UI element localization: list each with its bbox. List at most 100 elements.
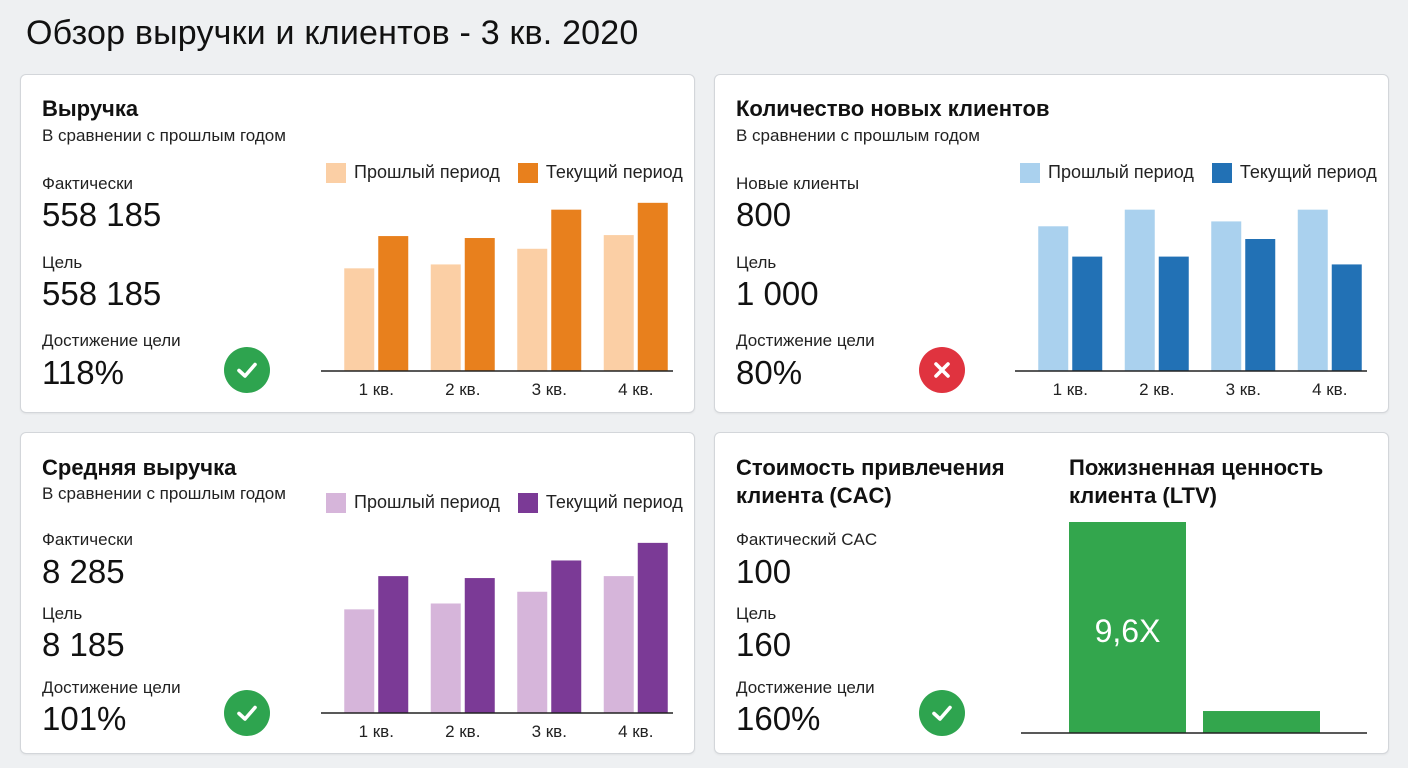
cac-achievement-label: Достижение цели <box>736 678 875 697</box>
bar-curr-4 <box>1331 264 1362 371</box>
revenue-actual-value: 558 185 <box>42 196 162 233</box>
x-tick-label: 4 кв. <box>1312 380 1347 399</box>
revenue-target-label: Цель <box>42 253 83 272</box>
new-clients-achievement-value: 80% <box>736 354 803 391</box>
ltv-data-label: 9,6X <box>1095 613 1161 649</box>
revenue-title: Выручка <box>42 96 139 121</box>
page-title: Обзор выручки и клиентов - 3 кв. 2020 <box>26 14 639 52</box>
legend-prev: Прошлый период <box>1020 162 1194 183</box>
legend-prev-swatch <box>1020 162 1040 183</box>
x-tick-label: 2 кв. <box>445 380 480 399</box>
bar-prev-4 <box>603 235 634 371</box>
new-clients-subtitle: В сравнении с прошлым годом <box>736 126 980 145</box>
ltv-bar-1 <box>1069 522 1186 733</box>
new-clients-target-label: Цель <box>736 253 777 272</box>
legend-curr-swatch <box>517 492 538 513</box>
avg-revenue-title: Средняя выручка <box>42 455 237 480</box>
revenue-status-check-icon <box>224 347 270 393</box>
avg-revenue-legend: Прошлый период Текущий период <box>326 492 683 513</box>
new-clients-legend: Прошлый период Текущий период <box>1020 162 1377 183</box>
cac-title-line1: Стоимость привлечения <box>736 455 1005 480</box>
new-clients-bar-chart: 1 кв. 2 кв. 3 кв. 4 кв. <box>1015 209 1367 399</box>
legend-curr: Текущий период <box>517 162 683 183</box>
bar-curr-4 <box>637 202 668 371</box>
cac-title: Стоимость привлечения клиента (CAC) <box>736 454 1005 510</box>
revenue-target-value: 558 185 <box>42 275 162 312</box>
cac-actual-label: Фактический CAC <box>736 530 878 549</box>
ltv-title-line1: Пожизненная ценность <box>1069 455 1324 480</box>
x-tick-label: 3 кв. <box>532 380 567 399</box>
legend-prev: Прошлый период <box>326 492 500 513</box>
legend-curr-swatch <box>1211 162 1232 183</box>
ltv-title-line2: клиента (LTV) <box>1069 483 1217 508</box>
new-clients-title: Количество новых клиентов <box>736 96 1050 121</box>
bar-prev-2 <box>430 603 461 713</box>
ltv-bar-2 <box>1203 711 1320 733</box>
avg-revenue-achievement-label: Достижение цели <box>42 678 181 697</box>
revenue-card: Выручка В сравнении с прошлым годом Факт… <box>20 74 695 413</box>
x-tick-label: 3 кв. <box>1226 380 1261 399</box>
legend-prev-swatch <box>326 162 346 183</box>
avg-revenue-target-value: 8 185 <box>42 626 125 663</box>
bar-prev-1 <box>344 268 375 371</box>
x-tick-label: 1 кв. <box>1053 380 1088 399</box>
new-clients-actual-label: Новые клиенты <box>736 174 860 193</box>
bar-prev-4 <box>603 576 634 713</box>
bar-prev-3 <box>1211 221 1242 371</box>
avg-revenue-subtitle: В сравнении с прошлым годом <box>42 484 286 503</box>
bar-curr-3 <box>1245 239 1276 371</box>
cac-status-check-icon <box>919 690 965 736</box>
revenue-achievement-label: Достижение цели <box>42 331 181 350</box>
legend-curr-swatch <box>517 162 538 183</box>
bar-prev-1 <box>344 609 375 713</box>
cac-ltv-card: Стоимость привлечения клиента (CAC) Факт… <box>714 432 1389 754</box>
legend-curr-label: Текущий период <box>545 492 683 512</box>
x-tick-label: 2 кв. <box>1139 380 1174 399</box>
avg-revenue-actual-value: 8 285 <box>42 553 125 590</box>
x-tick-label: 3 кв. <box>532 722 567 741</box>
new-clients-status-cross-icon <box>919 347 965 393</box>
legend-curr-label: Текущий период <box>545 162 683 182</box>
legend-prev-label: Прошлый период <box>354 492 500 512</box>
x-tick-label: 1 кв. <box>359 380 394 399</box>
bar-prev-3 <box>517 591 548 713</box>
bar-curr-2 <box>464 238 495 371</box>
revenue-actual-label: Фактически <box>42 174 134 193</box>
new-clients-achievement-label: Достижение цели <box>736 331 875 350</box>
cac-title-line2: клиента (CAC) <box>736 483 892 508</box>
legend-curr: Текущий период <box>1211 162 1377 183</box>
cac-achievement-value: 160% <box>736 700 821 737</box>
avg-revenue-achievement-value: 101% <box>42 700 127 737</box>
revenue-subtitle: В сравнении с прошлым годом <box>42 126 286 145</box>
bar-curr-3 <box>551 209 582 371</box>
legend-curr: Текущий период <box>517 492 683 513</box>
new-clients-card: Количество новых клиентов В сравнении с … <box>714 74 1389 413</box>
legend-prev: Прошлый период <box>326 162 500 183</box>
legend-prev-label: Прошлый период <box>354 162 500 182</box>
bar-prev-2 <box>1124 209 1155 371</box>
x-tick-label: 4 кв. <box>618 380 653 399</box>
avg-revenue-bar-chart: 1 кв. 2 кв. 3 кв. 4 кв. <box>321 542 673 741</box>
new-clients-actual-value: 800 <box>736 196 792 233</box>
legend-prev-swatch <box>326 492 346 513</box>
x-tick-label: 1 кв. <box>359 722 394 741</box>
bar-prev-4 <box>1297 209 1328 371</box>
bar-curr-3 <box>551 560 582 713</box>
bar-curr-2 <box>464 578 495 713</box>
avg-revenue-target-label: Цель <box>42 604 83 623</box>
bar-prev-3 <box>517 248 548 371</box>
x-tick-label: 4 кв. <box>618 722 653 741</box>
ltv-bar-chart: 9,6X <box>1021 522 1367 734</box>
bar-curr-1 <box>378 576 409 713</box>
cac-target-label: Цель <box>736 604 777 623</box>
revenue-bar-chart: 1 кв. 2 кв. 3 кв. 4 кв. <box>321 202 673 399</box>
bar-curr-2 <box>1158 256 1189 371</box>
bar-prev-1 <box>1038 226 1069 371</box>
legend-prev-label: Прошлый период <box>1048 162 1194 182</box>
bar-prev-2 <box>430 264 461 371</box>
x-tick-label: 2 кв. <box>445 722 480 741</box>
ltv-title: Пожизненная ценность клиента (LTV) <box>1069 454 1323 510</box>
cac-target-value: 160 <box>736 626 792 663</box>
avg-revenue-card: Средняя выручка В сравнении с прошлым го… <box>20 432 695 754</box>
bar-curr-1 <box>378 236 409 371</box>
